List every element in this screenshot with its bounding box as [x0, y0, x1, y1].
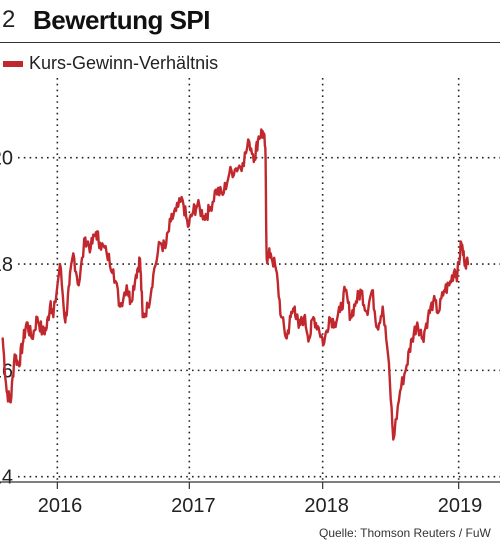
x-tick-label: 2019	[438, 495, 483, 517]
y-tick-label: 16	[0, 360, 13, 382]
y-tick-label: 20	[0, 148, 13, 170]
series-line-kgv	[1, 128, 470, 441]
y-tick-label: 14	[0, 467, 13, 489]
legend-label: Kurs-Gewinn-Verhältnis	[29, 53, 219, 73]
x-tick-label: 2018	[304, 495, 349, 517]
x-tick-label: 2017	[171, 495, 216, 517]
x-tick-label: 2016	[38, 495, 83, 517]
source-credit: Quelle: Thomson Reuters / FuW	[319, 526, 491, 540]
title-divider	[0, 42, 500, 43]
chart-header: 2 Bewertung SPI	[0, 4, 500, 36]
y-tick-label: 18	[0, 254, 13, 276]
figure-number: 2	[2, 6, 16, 33]
legend-swatch	[3, 61, 23, 67]
chart-title: Bewertung SPI	[33, 5, 210, 35]
